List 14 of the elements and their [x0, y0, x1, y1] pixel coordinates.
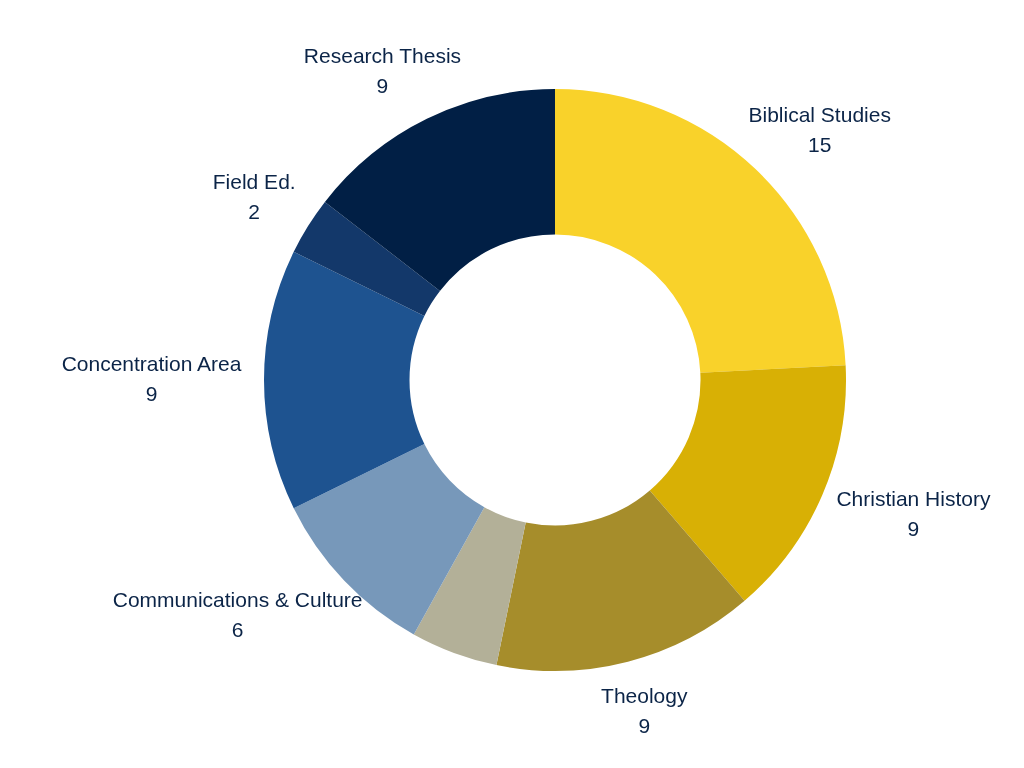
data-label: 6 — [231, 618, 244, 642]
slice-label: Theology — [601, 683, 688, 707]
slice-label: Biblical Studies — [748, 103, 891, 127]
slice-label: Research Thesis — [303, 43, 462, 67]
slice-label: Communications & Culture — [112, 588, 363, 612]
data-label: 9 — [638, 713, 651, 737]
slice-label: Christian History — [836, 487, 991, 511]
data-label: 2 — [248, 200, 261, 224]
data-label: 9 — [376, 73, 389, 97]
slice-label: Concentration Area — [61, 351, 242, 375]
data-label: 15 — [808, 133, 832, 157]
data-label: 9 — [145, 381, 158, 405]
slice-label: Field Ed. — [212, 170, 296, 194]
data-label: 9 — [907, 517, 920, 541]
